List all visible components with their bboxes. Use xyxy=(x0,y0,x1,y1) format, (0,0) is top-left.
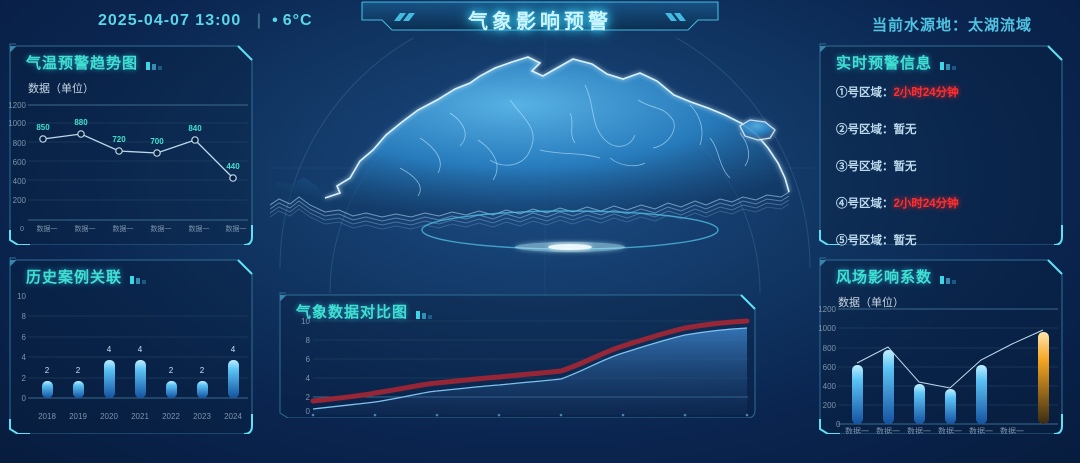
svg-text:6: 6 xyxy=(306,355,311,364)
svg-text:840: 840 xyxy=(188,124,202,133)
svg-text:数据一: 数据一 xyxy=(151,224,172,233)
svg-text:400: 400 xyxy=(823,382,837,391)
svg-text:数据一: 数据一 xyxy=(907,426,931,434)
svg-text:6: 6 xyxy=(22,333,27,342)
svg-text:8: 8 xyxy=(22,312,27,321)
svg-text:1200: 1200 xyxy=(818,305,836,314)
svg-text:400: 400 xyxy=(13,177,27,186)
svg-text:4: 4 xyxy=(22,353,27,362)
svg-text:8: 8 xyxy=(306,336,311,345)
svg-text:数据一: 数据一 xyxy=(876,426,900,434)
svg-text:2: 2 xyxy=(45,366,50,375)
svg-text:800: 800 xyxy=(823,344,837,353)
svg-text:数据一: 数据一 xyxy=(75,224,96,233)
svg-text:600: 600 xyxy=(823,363,837,372)
svg-text:数据一: 数据一 xyxy=(845,426,869,434)
svg-text:880: 880 xyxy=(74,118,88,127)
svg-text:数据一: 数据一 xyxy=(1000,426,1024,434)
svg-text:数据一: 数据一 xyxy=(113,224,134,233)
svg-text:2: 2 xyxy=(76,366,81,375)
svg-text:720: 720 xyxy=(112,135,126,144)
svg-text:10: 10 xyxy=(17,292,26,301)
svg-text:4: 4 xyxy=(306,374,311,383)
svg-text:数据一: 数据一 xyxy=(969,426,993,434)
svg-text:数据一: 数据一 xyxy=(189,224,210,233)
svg-text:850: 850 xyxy=(36,123,50,132)
svg-text:1000: 1000 xyxy=(818,324,836,333)
svg-text:数据一: 数据一 xyxy=(226,224,247,233)
svg-text:数据一: 数据一 xyxy=(938,426,962,434)
svg-text:2: 2 xyxy=(306,393,311,402)
svg-text:2019: 2019 xyxy=(69,412,87,421)
svg-text:2018: 2018 xyxy=(38,412,56,421)
svg-text:0: 0 xyxy=(22,394,27,403)
svg-text:600: 600 xyxy=(13,158,27,167)
svg-text:0: 0 xyxy=(836,420,841,429)
svg-text:2: 2 xyxy=(169,366,174,375)
svg-text:2: 2 xyxy=(22,374,27,383)
svg-text:4: 4 xyxy=(138,345,143,354)
svg-text:1200: 1200 xyxy=(8,101,26,110)
svg-text:2023: 2023 xyxy=(193,412,211,421)
svg-text:2024: 2024 xyxy=(224,412,242,421)
svg-text:2022: 2022 xyxy=(162,412,180,421)
svg-text:数据一: 数据一 xyxy=(37,224,58,233)
svg-text:2021: 2021 xyxy=(131,412,149,421)
svg-text:800: 800 xyxy=(13,139,27,148)
svg-text:10: 10 xyxy=(301,317,310,326)
svg-text:200: 200 xyxy=(13,196,27,205)
svg-text:200: 200 xyxy=(823,401,837,410)
svg-text:4: 4 xyxy=(231,345,236,354)
svg-text:0: 0 xyxy=(306,407,311,416)
svg-text:4: 4 xyxy=(107,345,112,354)
svg-text:2020: 2020 xyxy=(100,412,118,421)
svg-text:440: 440 xyxy=(226,162,240,171)
svg-text:2: 2 xyxy=(200,366,205,375)
svg-text:1000: 1000 xyxy=(8,119,26,128)
svg-text:700: 700 xyxy=(150,137,164,146)
svg-text:0: 0 xyxy=(20,226,24,233)
